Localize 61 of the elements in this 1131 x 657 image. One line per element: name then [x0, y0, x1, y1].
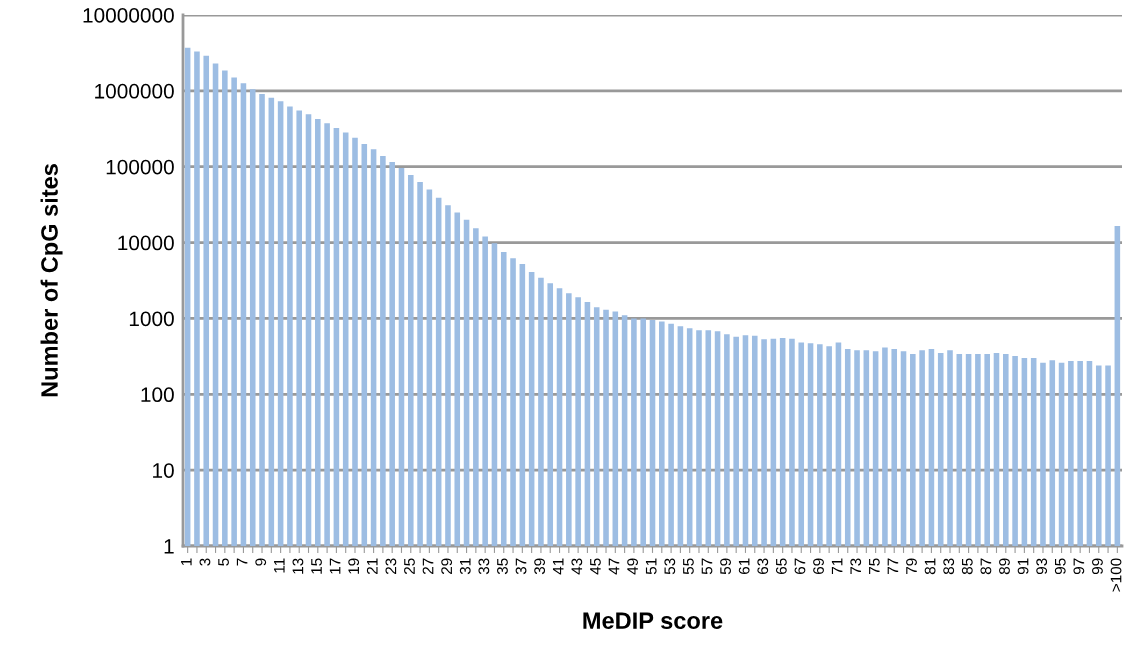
x-tick-label: 19: [348, 558, 360, 574]
y-tick-label: 100000: [106, 159, 174, 175]
x-axis-title: MeDIP score: [583, 612, 723, 629]
x-tick-label: 25: [404, 558, 415, 575]
x-tick-label: 23: [385, 558, 397, 575]
x-tick-label: 37: [515, 558, 527, 575]
x-tick-label: 65: [775, 558, 787, 575]
y-tick-label: 10000000: [83, 8, 174, 23]
x-tick-label: 15: [311, 558, 322, 574]
y-tick-label: 10000: [118, 235, 174, 251]
y-tick-label: 100: [141, 387, 174, 403]
x-tick-label: 9: [255, 558, 267, 566]
x-tick-label: 95: [1054, 558, 1066, 575]
x-tick-label: 31: [459, 558, 471, 575]
x-tick-label: 47: [608, 558, 620, 575]
x-tick-label: 77: [887, 558, 899, 575]
x-tick-label: 63: [757, 558, 769, 575]
x-tick-label: 3: [199, 558, 211, 566]
x-tick-label: 45: [590, 558, 601, 575]
x-tick-label: 89: [999, 558, 1010, 575]
x-tick-label: 35: [497, 558, 508, 575]
x-tick-label: 5: [218, 558, 229, 566]
y-axis-title: Number of CpG sites: [40, 164, 63, 397]
x-tick-label: 93: [1036, 558, 1048, 575]
x-tick-label: 7: [236, 558, 248, 566]
x-tick-label: 13: [292, 558, 304, 574]
x-tick-label: 69: [813, 558, 824, 575]
x-tick-label: 43: [571, 558, 583, 575]
x-tick-label: >100: [1110, 558, 1122, 592]
x-tick-label: 79: [906, 558, 917, 575]
x-tick-label: 21: [366, 558, 378, 575]
x-tick-label: 33: [478, 558, 490, 575]
y-tick-label: 1000000: [95, 83, 174, 99]
x-tick-label: 29: [441, 558, 453, 575]
x-tick-label: 1: [181, 558, 192, 566]
y-tick-label: 10: [153, 463, 174, 478]
x-tick-label: 73: [850, 558, 862, 575]
x-tick-label: 61: [738, 558, 750, 575]
x-tick-label: 81: [924, 558, 936, 575]
x-tick-label: 41: [552, 558, 564, 575]
x-tick-label: 51: [645, 558, 657, 575]
y-tick-label: 1000: [129, 311, 174, 327]
x-tick-label: 87: [980, 558, 992, 575]
x-tick-label: 75: [869, 558, 880, 575]
x-tick-label: 99: [1092, 558, 1103, 575]
x-tick-label: 11: [274, 558, 285, 573]
x-tick-label: 57: [701, 558, 713, 575]
y-tick-label: 1: [164, 539, 174, 554]
x-tick-label: 39: [534, 558, 546, 575]
x-tick-label: 53: [664, 558, 676, 575]
x-tick-label: 85: [961, 558, 973, 575]
x-tick-label: 49: [627, 558, 639, 575]
x-tick-label: 97: [1073, 558, 1085, 575]
x-tick-label: 17: [329, 558, 341, 574]
x-tick-label: 91: [1017, 558, 1029, 575]
x-tick-label: 27: [422, 558, 434, 575]
x-tick-label: 55: [683, 558, 694, 575]
x-tick-label: 67: [794, 558, 806, 575]
x-tick-label: 59: [720, 558, 731, 575]
x-tick-label: 71: [831, 558, 843, 575]
x-tick-label: 83: [943, 558, 955, 575]
